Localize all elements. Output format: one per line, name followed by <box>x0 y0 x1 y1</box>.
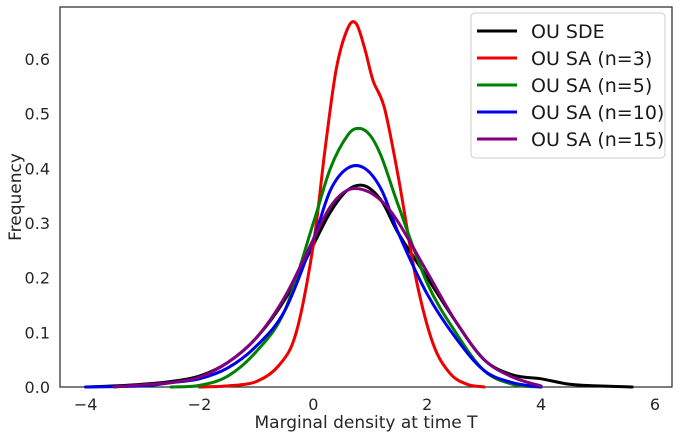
y-tick-label: 0.3 <box>25 214 50 233</box>
x-tick-label: 2 <box>422 395 432 414</box>
x-tick-label: 4 <box>536 395 546 414</box>
series-layer <box>84 20 634 389</box>
x-tick-label: −4 <box>74 395 98 414</box>
legend-label-5: OU SA (n=15) <box>531 129 664 151</box>
legend: OU SDE OU SA (n=3) OU SA (n=5) OU SA (n=10)… <box>470 12 666 159</box>
x-tick-label: −2 <box>188 395 212 414</box>
legend-entries: OU SDE OU SA (n=3) OU SA (n=5) OU SA (n=10)… <box>477 21 664 151</box>
series-line-5 <box>112 186 543 389</box>
plot-frame <box>59 6 673 388</box>
y-tick-label: 0.4 <box>25 159 50 178</box>
legend-label-4: OU SA (n=10) <box>531 102 664 124</box>
x-axis-ticks: −4 −2 0 2 4 6 <box>74 395 660 414</box>
legend-label-3: OU SA (n=5) <box>531 75 652 97</box>
x-tick-label: 0 <box>308 395 318 414</box>
series-line-4 <box>84 164 543 389</box>
y-tick-label: 0.0 <box>25 378 50 397</box>
series-line-3 <box>169 126 543 389</box>
legend-box <box>470 12 666 159</box>
legend-label-2: OU SA (n=3) <box>531 48 652 70</box>
legend-label-1: OU SDE <box>531 21 605 43</box>
x-tick-label: 6 <box>650 395 660 414</box>
y-axis-label: Frequency <box>6 153 26 241</box>
y-tick-label: 0.2 <box>25 269 50 288</box>
series-line-2 <box>197 20 486 389</box>
y-tick-label: 0.6 <box>25 50 50 69</box>
y-tick-label: 0.5 <box>25 105 50 124</box>
y-tick-label: 0.1 <box>25 323 50 342</box>
y-axis-ticks: 0.0 0.1 0.2 0.3 0.4 0.5 0.6 <box>25 50 50 397</box>
series-line-1 <box>84 183 634 389</box>
x-axis-label: Marginal density at time T <box>254 413 478 433</box>
